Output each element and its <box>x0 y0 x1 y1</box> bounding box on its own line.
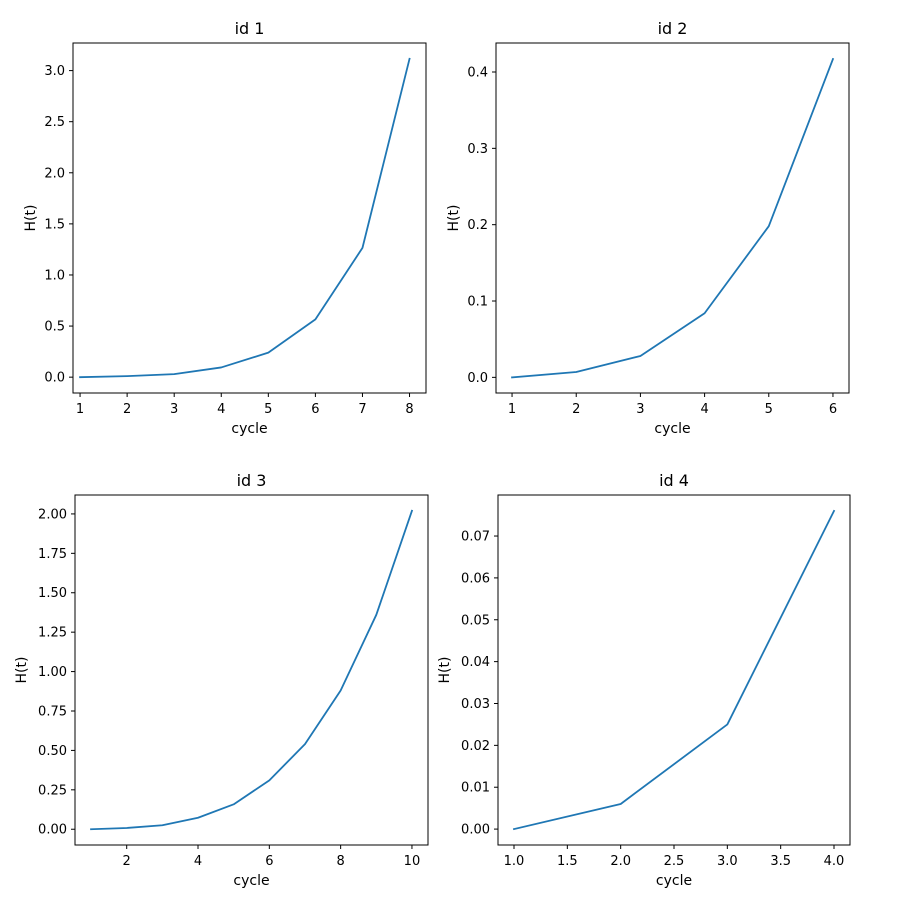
x-tick-label: 2 <box>572 402 580 417</box>
x-tick-label: 1.0 <box>504 854 525 869</box>
y-tick-label: 0.4 <box>467 66 488 81</box>
y-tick-label: 0.75 <box>38 704 67 719</box>
y-tick-label: 0.2 <box>467 218 488 233</box>
subplot-3: 2 4 6 8 10 0.00 0.25 0.50 0.75 1.00 1.25 1.50 1.75 2.… <box>14 471 429 889</box>
plot-frame <box>72 42 427 394</box>
x-axis-label: cycle <box>231 421 267 437</box>
subplot-4: 1.0 1.5 2.0 2.5 3.0 3.5 4.0 0.00 0.01 0.02 0.03 0.0… <box>437 471 851 889</box>
y-tick-label: 1.0 <box>44 268 65 283</box>
x-tick-label: 1 <box>508 402 516 417</box>
chart-title: id 4 <box>659 471 689 490</box>
y-tick-label: 0.25 <box>38 783 67 798</box>
y-tick-label: 2.00 <box>38 507 67 522</box>
x-tick-label: 6 <box>829 402 837 417</box>
x-tick-label: 6 <box>311 402 319 417</box>
x-tick-label: 1.5 <box>557 854 578 869</box>
y-tick-label: 1.25 <box>38 626 67 641</box>
y-tick-label: 0.03 <box>461 697 490 712</box>
y-tick-label: 0.05 <box>461 613 490 628</box>
y-tick-label: 0.50 <box>38 744 67 759</box>
x-tick-label: 3.0 <box>717 854 738 869</box>
y-tick-label: 1.50 <box>38 586 67 601</box>
y-tick-label: 0.04 <box>461 655 490 670</box>
y-tick-label: 0.1 <box>467 295 488 310</box>
x-tick-label: 8 <box>405 402 413 417</box>
x-tick-label: 4 <box>700 402 708 417</box>
x-tick-label: 10 <box>404 854 421 869</box>
y-tick-label: 1.75 <box>38 547 67 562</box>
x-axis-label: cycle <box>656 873 692 889</box>
x-tick-label: 2.0 <box>610 854 631 869</box>
plot-frame <box>74 494 429 846</box>
x-axis-label: cycle <box>654 421 690 437</box>
subplot-1: 1 2 3 4 5 6 7 8 0.0 0.5 1.0 1.5 2.0 2.5 3.0 id 1 cycle H(… <box>23 19 427 437</box>
x-tick-label: 4 <box>217 402 225 417</box>
y-tick-label: 0.07 <box>461 530 490 545</box>
plot-frame <box>497 494 851 846</box>
y-tick-label: 2.0 <box>44 166 65 181</box>
x-tick-label: 4 <box>194 854 202 869</box>
y-tick-label: 0.3 <box>467 142 488 157</box>
y-tick-label: 1.00 <box>38 665 67 680</box>
y-tick-label: 0.00 <box>38 823 67 838</box>
series-line <box>90 509 414 831</box>
y-tick-label: 0.5 <box>44 320 65 335</box>
chart-title: id 3 <box>237 471 267 490</box>
subplot-2: 1 2 3 4 5 6 0.0 0.1 0.2 0.3 0.4 id 2 cycle H(t) <box>446 19 850 437</box>
x-tick-label: 3.5 <box>770 854 791 869</box>
x-tick-label: 1 <box>76 402 84 417</box>
x-axis-label: cycle <box>233 873 269 889</box>
chart-title: id 2 <box>658 19 688 38</box>
x-tick-label: 2 <box>123 402 131 417</box>
y-axis-label: H(t) <box>437 657 453 684</box>
series-line <box>511 57 835 379</box>
x-tick-label: 4.0 <box>824 854 845 869</box>
y-tick-label: 1.5 <box>44 217 65 232</box>
plot-frame <box>495 42 850 394</box>
chart-title: id 1 <box>235 19 265 38</box>
y-tick-label: 0.0 <box>467 371 488 386</box>
x-tick-label: 2.5 <box>664 854 685 869</box>
x-tick-label: 2 <box>123 854 131 869</box>
y-tick-label: 3.0 <box>44 64 65 79</box>
x-tick-label: 7 <box>358 402 366 417</box>
y-axis-label: H(t) <box>446 205 462 232</box>
x-tick-label: 6 <box>265 854 273 869</box>
series-line <box>512 509 836 831</box>
y-axis-label: H(t) <box>23 205 39 232</box>
x-tick-label: 5 <box>264 402 272 417</box>
x-tick-label: 8 <box>337 854 345 869</box>
y-axis-label: H(t) <box>14 657 30 684</box>
x-tick-label: 3 <box>170 402 178 417</box>
y-tick-label: 0.01 <box>461 781 490 796</box>
y-tick-label: 2.5 <box>44 115 65 130</box>
y-tick-label: 0.02 <box>461 739 490 754</box>
series-line <box>79 57 411 379</box>
y-tick-label: 0.06 <box>461 571 490 586</box>
y-tick-label: 0.00 <box>461 823 490 838</box>
y-tick-label: 0.0 <box>44 371 65 386</box>
x-tick-label: 5 <box>765 402 773 417</box>
x-tick-label: 3 <box>636 402 644 417</box>
